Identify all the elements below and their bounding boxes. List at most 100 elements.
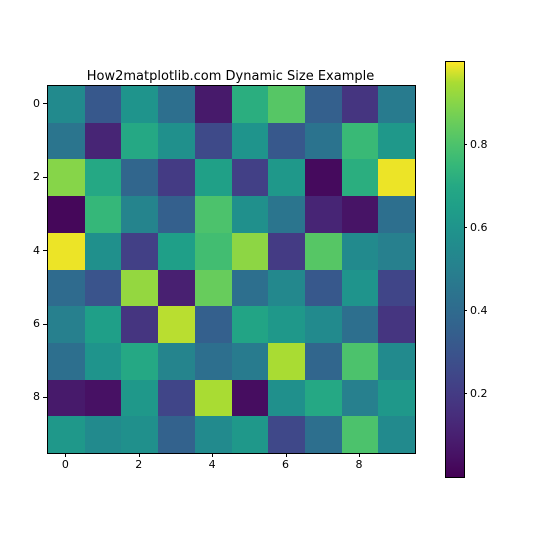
heatmap-cell bbox=[158, 343, 195, 380]
heatmap-cell bbox=[85, 123, 122, 160]
heatmap-cell bbox=[232, 159, 269, 196]
x-tick bbox=[359, 453, 360, 457]
heatmap-cell bbox=[305, 233, 342, 270]
heatmap-cell bbox=[305, 159, 342, 196]
heatmap-cell bbox=[378, 159, 415, 196]
heatmap-cell bbox=[195, 270, 232, 307]
heatmap-cell bbox=[268, 159, 305, 196]
y-tick-label: 0 bbox=[33, 97, 40, 110]
heatmap-cell bbox=[232, 306, 269, 343]
heatmap-cell bbox=[85, 343, 122, 380]
heatmap-cell bbox=[378, 343, 415, 380]
heatmap-cell bbox=[268, 343, 305, 380]
x-tick bbox=[212, 453, 213, 457]
heatmap-cell bbox=[121, 196, 158, 233]
colorbar-tick bbox=[464, 310, 467, 311]
heatmap-cell bbox=[85, 86, 122, 123]
heatmap-cell bbox=[378, 306, 415, 343]
heatmap-cell bbox=[268, 86, 305, 123]
heatmap-plot-area bbox=[47, 85, 416, 454]
x-tick-label: 6 bbox=[276, 458, 296, 471]
heatmap-cell bbox=[85, 380, 122, 417]
heatmap-cell bbox=[305, 416, 342, 453]
heatmap-cell bbox=[268, 233, 305, 270]
heatmap-cell bbox=[268, 416, 305, 453]
y-tick-label: 8 bbox=[33, 390, 40, 403]
heatmap-cell bbox=[342, 233, 379, 270]
heatmap-cell bbox=[48, 123, 85, 160]
colorbar-tick-label: 0.6 bbox=[470, 221, 488, 234]
heatmap-cell bbox=[48, 343, 85, 380]
heatmap-cell bbox=[342, 306, 379, 343]
x-tick bbox=[139, 453, 140, 457]
heatmap-cell bbox=[48, 306, 85, 343]
x-tick-label: 2 bbox=[129, 458, 149, 471]
heatmap-cell bbox=[195, 380, 232, 417]
heatmap-cell bbox=[85, 233, 122, 270]
heatmap-cell bbox=[268, 270, 305, 307]
heatmap-cell bbox=[342, 270, 379, 307]
heatmap-cell bbox=[232, 233, 269, 270]
y-tick bbox=[43, 250, 47, 251]
heatmap-cell bbox=[195, 306, 232, 343]
heatmap-cell bbox=[305, 306, 342, 343]
x-tick-label: 4 bbox=[202, 458, 222, 471]
heatmap-cell bbox=[48, 196, 85, 233]
y-tick bbox=[43, 324, 47, 325]
heatmap-cell bbox=[195, 86, 232, 123]
heatmap-cell bbox=[85, 306, 122, 343]
heatmap-cell bbox=[121, 343, 158, 380]
heatmap-cell bbox=[195, 159, 232, 196]
heatmap-grid bbox=[48, 86, 415, 453]
x-tick bbox=[65, 453, 66, 457]
heatmap-cell bbox=[121, 270, 158, 307]
chart-title: How2matplotlib.com Dynamic Size Example bbox=[47, 69, 414, 84]
heatmap-cell bbox=[121, 416, 158, 453]
heatmap-cell bbox=[305, 343, 342, 380]
colorbar-tick-label: 0.8 bbox=[470, 138, 488, 151]
heatmap-cell bbox=[378, 416, 415, 453]
heatmap-cell bbox=[85, 196, 122, 233]
heatmap-cell bbox=[378, 123, 415, 160]
heatmap-cell bbox=[342, 86, 379, 123]
heatmap-cell bbox=[48, 416, 85, 453]
heatmap-cell bbox=[232, 196, 269, 233]
x-tick bbox=[286, 453, 287, 457]
colorbar-tick-label: 0.4 bbox=[470, 304, 488, 317]
heatmap-cell bbox=[48, 380, 85, 417]
heatmap-cell bbox=[85, 159, 122, 196]
heatmap-cell bbox=[268, 306, 305, 343]
heatmap-cell bbox=[342, 123, 379, 160]
heatmap-cell bbox=[378, 86, 415, 123]
y-tick bbox=[43, 103, 47, 104]
y-tick bbox=[43, 397, 47, 398]
heatmap-cell bbox=[121, 159, 158, 196]
heatmap-cell bbox=[378, 380, 415, 417]
heatmap-cell bbox=[378, 233, 415, 270]
heatmap-cell bbox=[158, 159, 195, 196]
heatmap-cell bbox=[342, 196, 379, 233]
heatmap-cell bbox=[158, 380, 195, 417]
heatmap-cell bbox=[121, 233, 158, 270]
colorbar-tick-label: 0.2 bbox=[470, 387, 488, 400]
heatmap-cell bbox=[158, 306, 195, 343]
heatmap-cell bbox=[342, 159, 379, 196]
heatmap-cell bbox=[195, 416, 232, 453]
heatmap-cell bbox=[305, 123, 342, 160]
heatmap-cell bbox=[268, 380, 305, 417]
heatmap-cell bbox=[195, 233, 232, 270]
y-tick-label: 6 bbox=[33, 317, 40, 330]
y-tick bbox=[43, 177, 47, 178]
heatmap-cell bbox=[121, 123, 158, 160]
heatmap-cell bbox=[342, 343, 379, 380]
heatmap-cell bbox=[158, 270, 195, 307]
heatmap-cell bbox=[232, 270, 269, 307]
heatmap-cell bbox=[305, 270, 342, 307]
heatmap-cell bbox=[121, 380, 158, 417]
heatmap-cell bbox=[232, 123, 269, 160]
heatmap-cell bbox=[48, 159, 85, 196]
heatmap-cell bbox=[232, 416, 269, 453]
heatmap-cell bbox=[195, 343, 232, 380]
heatmap-cell bbox=[158, 86, 195, 123]
heatmap-cell bbox=[342, 416, 379, 453]
